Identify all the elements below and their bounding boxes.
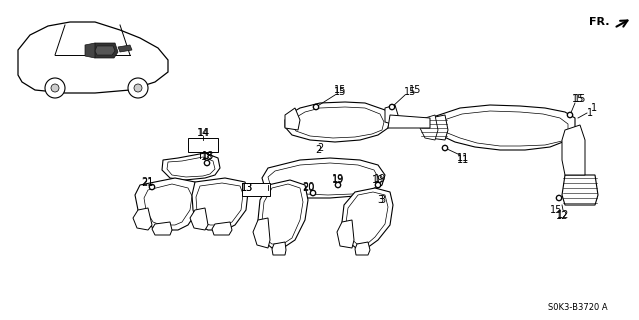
Polygon shape (291, 107, 384, 138)
Text: 1: 1 (587, 108, 593, 118)
Circle shape (314, 105, 318, 109)
Polygon shape (425, 115, 448, 140)
Text: 12: 12 (557, 210, 569, 220)
Polygon shape (188, 138, 218, 152)
Text: 12: 12 (556, 211, 568, 221)
Text: FR.: FR. (590, 17, 610, 27)
Text: S0K3-B3720 A: S0K3-B3720 A (548, 302, 608, 311)
Polygon shape (268, 163, 379, 195)
Polygon shape (285, 108, 300, 130)
Text: 13: 13 (241, 183, 253, 193)
Text: 20: 20 (302, 182, 314, 192)
Text: 19: 19 (332, 175, 344, 185)
Text: 19: 19 (374, 174, 386, 184)
Text: 2: 2 (317, 143, 323, 153)
Text: 15: 15 (334, 87, 346, 97)
Polygon shape (242, 183, 270, 196)
Text: 15: 15 (409, 85, 421, 95)
Polygon shape (253, 218, 270, 248)
Polygon shape (118, 45, 132, 52)
Polygon shape (420, 115, 438, 140)
Circle shape (204, 160, 210, 166)
Polygon shape (388, 115, 430, 128)
Text: 19: 19 (332, 174, 344, 184)
Circle shape (310, 190, 316, 196)
Polygon shape (133, 208, 152, 230)
Polygon shape (144, 184, 192, 225)
Text: 13: 13 (241, 183, 253, 193)
Polygon shape (212, 222, 232, 235)
Circle shape (389, 104, 395, 110)
Polygon shape (342, 188, 393, 248)
Polygon shape (438, 111, 568, 146)
Text: 19: 19 (372, 175, 384, 185)
Polygon shape (196, 183, 243, 225)
Polygon shape (262, 184, 303, 244)
Circle shape (335, 182, 341, 188)
Circle shape (311, 191, 314, 195)
Text: 18: 18 (202, 151, 214, 161)
Polygon shape (272, 242, 286, 255)
Circle shape (134, 84, 142, 92)
Polygon shape (346, 192, 388, 244)
Text: 15: 15 (572, 94, 584, 104)
Text: 21: 21 (141, 177, 153, 187)
Text: 14: 14 (198, 128, 210, 138)
Text: 11: 11 (457, 153, 469, 163)
Polygon shape (562, 125, 585, 175)
Polygon shape (355, 242, 370, 255)
Polygon shape (92, 43, 118, 58)
Circle shape (557, 196, 560, 200)
Text: 21: 21 (141, 178, 153, 188)
Circle shape (568, 113, 572, 117)
Polygon shape (430, 105, 575, 150)
Text: 3: 3 (379, 195, 385, 205)
Polygon shape (135, 178, 200, 230)
Text: 1: 1 (591, 103, 597, 113)
Polygon shape (18, 22, 168, 93)
Polygon shape (562, 175, 598, 205)
Circle shape (150, 185, 153, 189)
Polygon shape (192, 178, 248, 230)
Text: 14: 14 (197, 128, 209, 138)
Circle shape (556, 195, 562, 201)
Polygon shape (285, 102, 390, 142)
Polygon shape (337, 220, 354, 248)
Text: 18: 18 (201, 152, 213, 162)
Circle shape (442, 145, 448, 151)
Polygon shape (85, 43, 95, 58)
Polygon shape (95, 46, 115, 55)
Circle shape (336, 183, 340, 187)
Circle shape (51, 84, 59, 92)
Text: 3: 3 (377, 195, 383, 205)
Circle shape (390, 105, 394, 109)
Circle shape (443, 146, 447, 150)
Circle shape (45, 78, 65, 98)
Circle shape (567, 112, 573, 118)
Polygon shape (167, 157, 215, 177)
Polygon shape (162, 153, 220, 180)
Text: 15: 15 (574, 94, 586, 104)
Circle shape (376, 183, 380, 187)
Polygon shape (262, 158, 385, 198)
Text: 15: 15 (404, 87, 416, 97)
Circle shape (149, 184, 155, 190)
Circle shape (375, 182, 381, 188)
Circle shape (205, 161, 209, 165)
Polygon shape (190, 208, 208, 230)
Circle shape (128, 78, 148, 98)
Polygon shape (258, 180, 308, 248)
Polygon shape (385, 105, 398, 125)
Polygon shape (152, 222, 172, 235)
Text: 20: 20 (302, 183, 314, 193)
Circle shape (313, 104, 319, 110)
Text: 15: 15 (550, 205, 562, 215)
Text: 2: 2 (315, 145, 321, 155)
Text: 15: 15 (334, 85, 346, 95)
Text: 11: 11 (457, 155, 469, 165)
